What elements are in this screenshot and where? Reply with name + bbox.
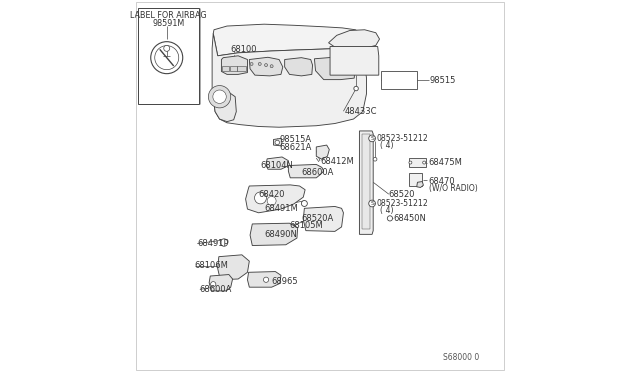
Circle shape <box>220 239 228 246</box>
Circle shape <box>369 135 376 142</box>
Text: 68600A: 68600A <box>200 285 232 294</box>
Text: 68100: 68100 <box>230 45 257 54</box>
Text: 68490N: 68490N <box>264 230 297 239</box>
Text: 68491M: 68491M <box>264 204 298 213</box>
Circle shape <box>264 277 269 282</box>
Text: 68520A: 68520A <box>301 214 333 223</box>
Polygon shape <box>381 71 417 89</box>
Polygon shape <box>213 24 363 56</box>
Text: 08523-51212: 08523-51212 <box>376 134 428 143</box>
Text: 68450N: 68450N <box>394 214 426 223</box>
Bar <box>410 158 426 167</box>
Polygon shape <box>316 145 330 159</box>
Polygon shape <box>314 57 355 80</box>
Circle shape <box>255 192 266 204</box>
Circle shape <box>422 161 426 164</box>
Circle shape <box>369 200 376 207</box>
Text: 68621A: 68621A <box>279 143 312 152</box>
Polygon shape <box>285 58 312 76</box>
Text: 68475M: 68475M <box>429 158 463 167</box>
Text: LABEL FOR AIRBAG: LABEL FOR AIRBAG <box>130 12 207 20</box>
Text: 68600A: 68600A <box>301 168 334 177</box>
Text: 68491P: 68491P <box>197 239 229 248</box>
Circle shape <box>209 86 231 108</box>
Polygon shape <box>360 131 373 234</box>
Text: 08523-51212: 08523-51212 <box>376 199 428 208</box>
Text: 68412M: 68412M <box>320 157 354 166</box>
Circle shape <box>301 201 307 206</box>
Bar <box>237 66 246 71</box>
Polygon shape <box>212 89 236 122</box>
Polygon shape <box>248 272 281 287</box>
Text: ( 4): ( 4) <box>380 206 394 215</box>
Circle shape <box>387 216 392 221</box>
Text: 68470: 68470 <box>429 177 455 186</box>
Polygon shape <box>289 164 324 178</box>
Text: 98591M: 98591M <box>152 19 184 28</box>
Circle shape <box>151 42 183 74</box>
Polygon shape <box>328 30 380 49</box>
Circle shape <box>164 45 170 51</box>
Text: ( 4): ( 4) <box>380 141 394 150</box>
Polygon shape <box>221 56 248 74</box>
Text: 98515: 98515 <box>429 76 456 85</box>
Polygon shape <box>218 255 250 280</box>
Text: 68520: 68520 <box>389 190 415 199</box>
Text: 68105M: 68105M <box>289 221 323 230</box>
Text: (W/O RADIO): (W/O RADIO) <box>429 184 477 193</box>
Polygon shape <box>330 46 379 75</box>
Circle shape <box>373 157 377 161</box>
Polygon shape <box>417 182 424 187</box>
Text: 68965: 68965 <box>271 277 298 286</box>
Text: 68420: 68420 <box>258 190 284 199</box>
Bar <box>410 173 422 186</box>
Polygon shape <box>209 275 232 291</box>
Circle shape <box>211 282 216 287</box>
Text: S: S <box>370 136 374 141</box>
Polygon shape <box>246 185 305 213</box>
Polygon shape <box>250 223 298 246</box>
Circle shape <box>155 46 179 70</box>
Circle shape <box>275 140 280 145</box>
Text: S68000 0: S68000 0 <box>443 353 479 362</box>
Polygon shape <box>212 33 367 127</box>
Text: 68104N: 68104N <box>260 161 293 170</box>
Circle shape <box>270 65 273 68</box>
Text: 98515A: 98515A <box>279 135 311 144</box>
Polygon shape <box>303 206 344 231</box>
Circle shape <box>354 86 358 91</box>
Circle shape <box>267 196 276 205</box>
Circle shape <box>213 90 227 103</box>
Polygon shape <box>250 57 283 76</box>
Circle shape <box>409 161 412 164</box>
Text: 68106M: 68106M <box>195 262 228 270</box>
Bar <box>362 134 370 229</box>
Circle shape <box>250 62 253 65</box>
Bar <box>222 66 229 71</box>
Polygon shape <box>273 138 282 146</box>
Circle shape <box>259 62 261 65</box>
Circle shape <box>264 64 268 67</box>
Text: 48433C: 48433C <box>345 107 378 116</box>
Bar <box>230 66 237 71</box>
Bar <box>138 8 199 104</box>
Polygon shape <box>266 157 289 169</box>
Text: S: S <box>370 201 374 206</box>
